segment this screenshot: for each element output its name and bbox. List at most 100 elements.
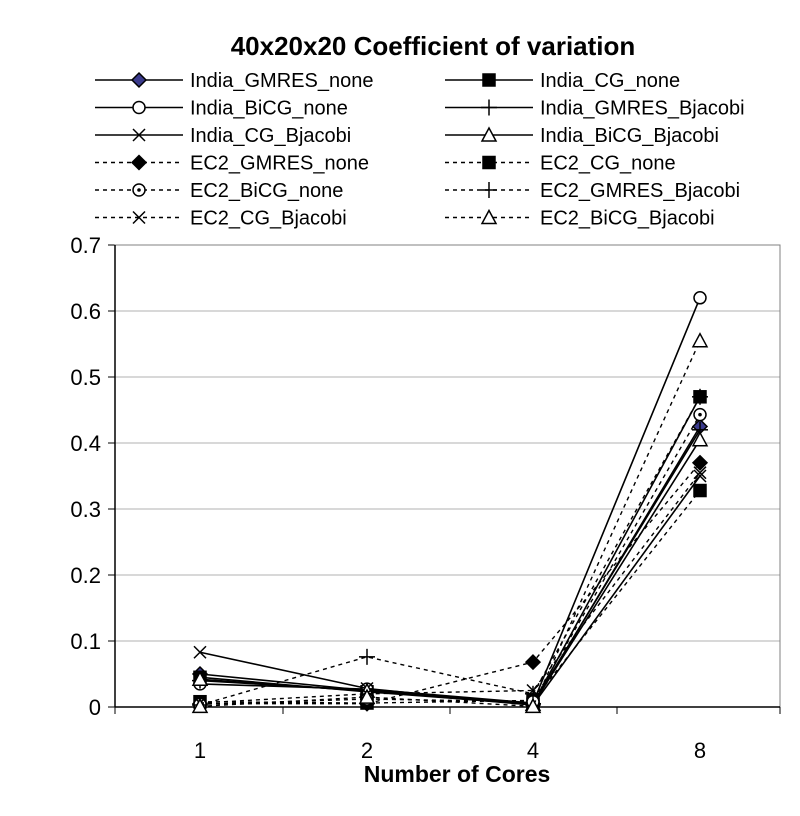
series-line [199, 475, 701, 706]
y-tick-label: 0.7 [70, 233, 101, 258]
legend-label: India_BiCG_Bjacobi [540, 125, 719, 147]
x-b [693, 469, 707, 483]
triangle-marker [691, 332, 709, 348]
legend-entry: India_CG_none [445, 70, 680, 92]
data-point [359, 648, 375, 665]
series-line [199, 439, 701, 706]
legend-label: India_GMRES_Bjacobi [540, 98, 745, 120]
legend-entry: EC2_GMRES_Bjacobi [445, 180, 740, 202]
data-point [358, 688, 376, 704]
x-tick-label: 2 [361, 738, 373, 763]
data-point [130, 154, 148, 171]
series-line [199, 396, 701, 706]
data-point [693, 407, 707, 422]
y-tick-label: 0.1 [70, 629, 101, 654]
x-b [526, 683, 540, 698]
diamond-marker [130, 71, 148, 89]
legend-entry: India_GMRES_Bjacobi [445, 98, 745, 120]
data-point [191, 670, 209, 687]
legend-label: India_CG_none [540, 70, 680, 92]
x-b [693, 466, 707, 480]
square-marker [482, 155, 496, 170]
x-b [132, 210, 146, 225]
data-point [482, 73, 496, 87]
series-line [199, 426, 701, 706]
triangle-marker [480, 208, 498, 225]
circle-dot [698, 412, 702, 417]
y-tick-label: 0.3 [70, 497, 101, 522]
series [193, 407, 707, 712]
data-point [693, 483, 707, 498]
circle-dot [137, 188, 141, 192]
data-point [132, 210, 146, 225]
data-point [132, 183, 146, 197]
y-tick-label: 0 [89, 695, 101, 720]
x-tick-label: 8 [694, 738, 706, 763]
data-point [693, 291, 707, 305]
series [191, 454, 709, 712]
legend: India_GMRES_none India_CG_none India_BiCG_… [95, 70, 745, 230]
series [193, 291, 707, 710]
data-point [193, 645, 207, 659]
legend-entry: India_CG_Bjacobi [95, 125, 351, 147]
data-point [693, 469, 707, 483]
data-point [526, 683, 540, 698]
legend-entry: India_BiCG_none [95, 98, 348, 120]
data-point [480, 208, 498, 225]
square-marker [693, 483, 707, 498]
series [193, 466, 707, 710]
legend-label: India_GMRES_none [190, 70, 373, 92]
data-point [132, 100, 146, 115]
circle-marker [132, 100, 146, 115]
x-b [132, 128, 146, 142]
legend-entry: EC2_BiCG_Bjacobi [445, 208, 715, 230]
series-line [199, 429, 701, 705]
data-point [691, 454, 709, 471]
x-b [193, 645, 207, 659]
series-line [200, 462, 701, 705]
legend-entry: India_BiCG_Bjacobi [445, 125, 719, 147]
data-point [132, 128, 146, 142]
series-line [199, 297, 701, 704]
plot-frame [114, 244, 781, 708]
series-line [199, 472, 701, 704]
legend-entry: EC2_CG_none [445, 153, 676, 175]
legend-label: EC2_CG_none [540, 153, 676, 175]
legend-label: EC2_CG_Bjacobi [190, 208, 347, 230]
data-point [130, 71, 148, 89]
chart-title: 40x20x20 Coefficient of variation [231, 31, 636, 61]
triangle-marker [691, 431, 709, 447]
diamond-marker [130, 154, 148, 171]
data-point [480, 126, 498, 142]
legend-label: EC2_GMRES_Bjacobi [540, 180, 740, 202]
y-tick-label: 0.6 [70, 299, 101, 324]
legend-label: India_BiCG_none [190, 98, 348, 120]
data-point [693, 466, 707, 480]
x-tick-label: 1 [194, 738, 206, 763]
plot-area: 0 0.1 0.2 0.3 0.4 0.5 0.6 0.7 1 2 4 8 [70, 233, 781, 763]
x-tick-label: 4 [527, 738, 539, 763]
data-point [524, 654, 542, 671]
legend-entry: EC2_CG_Bjacobi [95, 208, 347, 230]
data-point [524, 697, 542, 714]
y-tick-label: 0.4 [70, 431, 101, 456]
triangle-marker [480, 126, 498, 142]
legend-label: EC2_BiCG_Bjacobi [540, 208, 715, 230]
legend-entry: EC2_GMRES_none [95, 153, 369, 175]
triangle-marker [191, 697, 209, 714]
triangle-marker [524, 697, 542, 714]
legend-label: EC2_GMRES_none [190, 153, 369, 175]
legend-entry: EC2_BiCG_none [95, 180, 343, 202]
x-axis-title: Number of Cores [364, 761, 551, 787]
triangle-marker [358, 688, 376, 704]
legend-label: India_CG_Bjacobi [190, 125, 351, 147]
series-line [199, 340, 701, 708]
y-tick-label: 0.5 [70, 365, 101, 390]
square-marker [482, 73, 496, 87]
legend-entry: India_GMRES_none [95, 70, 373, 92]
data-point [482, 155, 496, 170]
data-point [191, 697, 209, 714]
triangle-marker [191, 670, 209, 687]
data-point [481, 182, 497, 198]
